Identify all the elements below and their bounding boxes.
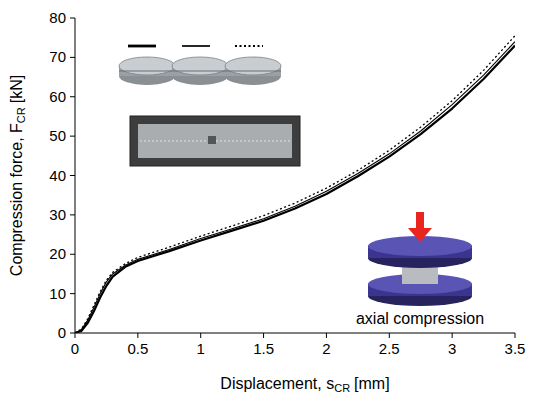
chart-root: 0 0.5 1 1.5 2 2.5 3 3.5 0 10 20 30 40 50 60 70 80 Displac…	[0, 0, 540, 399]
specimen-photo	[225, 57, 281, 85]
y-tick-label: 20	[49, 245, 66, 262]
x-tick	[75, 333, 76, 338]
specimen-seam	[119, 71, 175, 72]
x-tick-label: 1.5	[253, 340, 274, 357]
x-tick-label: 3.5	[505, 340, 526, 357]
x-tick-label: 0	[71, 340, 79, 357]
legend-swatch	[182, 45, 210, 47]
x-tick-label: 1	[197, 340, 205, 357]
x-tick-label: 2	[322, 340, 330, 357]
specimen-top	[119, 57, 175, 75]
y-tick	[70, 96, 75, 97]
annotation: axial compression	[356, 310, 484, 327]
y-tick	[70, 18, 75, 19]
series-line	[75, 42, 515, 333]
y-tick-label: 60	[49, 88, 66, 105]
axes: 0 0.5 1 1.5 2 2.5 3 3.5 0 10 20 30 40 50 60 70 80 Displac…	[8, 9, 525, 394]
y-tick	[70, 175, 75, 176]
photo-void	[208, 136, 216, 144]
cross-section-photo	[130, 116, 300, 166]
axis-label-unit: [kN]	[8, 75, 25, 103]
x-axis-line	[75, 333, 515, 334]
axis-label-text: Compression force, F	[8, 123, 25, 276]
series-line	[75, 46, 515, 333]
force-arrow-shaft	[416, 212, 424, 228]
y-axis-label: Compression force, FCR [kN]	[8, 75, 27, 276]
y-tick	[70, 333, 75, 334]
y-tick	[70, 136, 75, 137]
axis-label-sub: CR	[334, 382, 350, 394]
y-tick-label: 70	[49, 48, 66, 65]
y-tick-label: 50	[49, 127, 66, 144]
axis-label-unit: [mm]	[354, 375, 390, 392]
x-tick-label: 0.5	[127, 340, 148, 357]
x-tick	[200, 333, 201, 338]
photo-section	[138, 124, 292, 158]
specimen-top	[225, 57, 281, 75]
y-tick	[70, 293, 75, 294]
legend-swatch	[235, 45, 263, 47]
plot-area	[75, 36, 515, 333]
photo-frame	[130, 116, 300, 166]
x-tick	[515, 333, 516, 338]
axis-label-sub: CR	[15, 107, 27, 123]
x-tick	[326, 333, 327, 338]
y-tick-label: 40	[49, 167, 66, 184]
x-tick	[137, 333, 138, 338]
x-tick	[389, 333, 390, 338]
specimen-seam	[225, 71, 281, 72]
y-tick	[70, 254, 75, 255]
x-tick-label: 3	[448, 340, 456, 357]
y-tick-label: 80	[49, 9, 66, 26]
legend-swatch	[128, 45, 156, 48]
x-axis-label: Displacement, sCR [mm]	[220, 375, 389, 394]
specimen-top	[172, 57, 228, 75]
y-tick	[70, 57, 75, 58]
legend	[128, 46, 263, 47]
chart: 0 0.5 1 1.5 2 2.5 3 3.5 0 10 20 30 40 50 60 70 80 Displac…	[0, 0, 540, 399]
series-line	[75, 36, 515, 333]
x-tick	[263, 333, 264, 338]
x-tick	[452, 333, 453, 338]
y-tick-label: 30	[49, 206, 66, 223]
y-tick	[70, 214, 75, 215]
x-tick-label: 2.5	[379, 340, 400, 357]
force-arrow-head	[408, 228, 432, 242]
inset-images	[119, 57, 472, 306]
y-tick-label: 0	[58, 324, 66, 341]
compression-diagram	[368, 212, 472, 306]
specimen-seam	[172, 71, 228, 72]
y-tick-label: 10	[49, 285, 66, 302]
axis-label-text: Displacement, s	[220, 375, 334, 392]
specimen-photo	[172, 57, 228, 85]
specimen-photo	[119, 57, 175, 85]
